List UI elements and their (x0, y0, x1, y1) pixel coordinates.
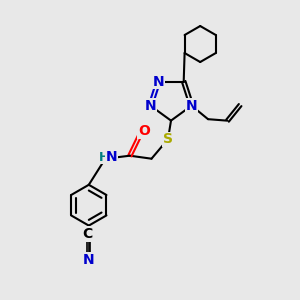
Text: C: C (82, 227, 92, 241)
Text: O: O (138, 124, 150, 138)
Text: N: N (152, 74, 164, 88)
Text: S: S (163, 132, 173, 146)
Text: N: N (106, 150, 118, 164)
Text: N: N (186, 99, 197, 113)
Text: H: H (99, 151, 109, 164)
Text: N: N (145, 99, 156, 113)
Text: N: N (83, 253, 94, 266)
